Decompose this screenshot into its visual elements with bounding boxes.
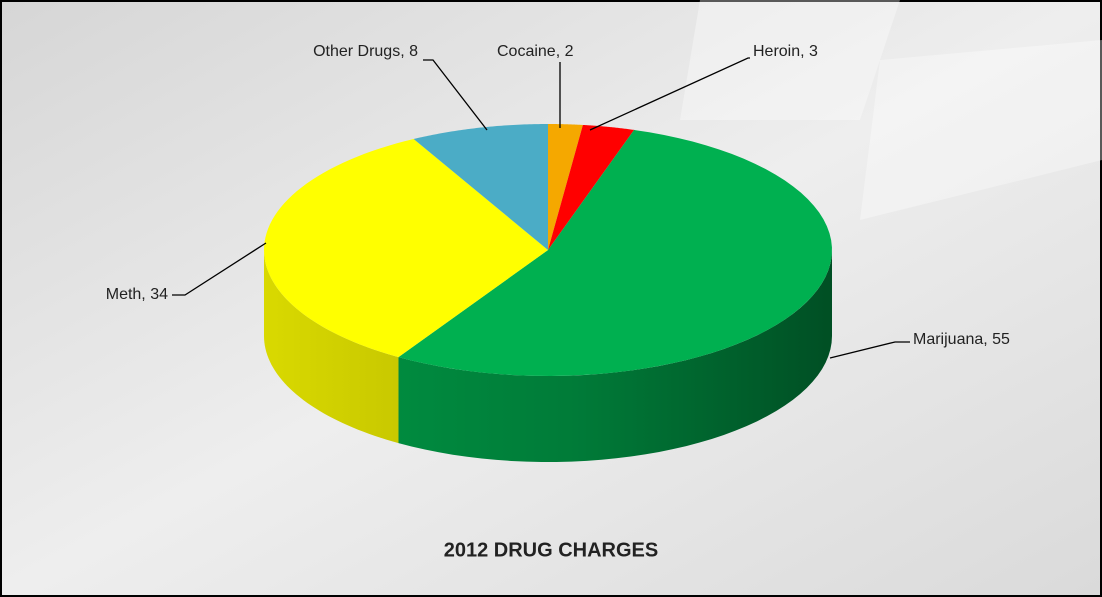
pie-slice [264, 138, 548, 358]
data-label: Meth, 34 [106, 286, 168, 303]
leader-line [829, 341, 910, 359]
leader-line [172, 242, 267, 296]
chart-title: 2012 DRUG CHARGES [444, 539, 659, 561]
pie-tops [264, 124, 832, 376]
slice-side [398, 250, 832, 462]
slice-side [264, 250, 399, 444]
background-decoration [680, 0, 1102, 220]
leader-line [589, 57, 750, 131]
leader-line [423, 59, 488, 131]
pie-slice [548, 124, 635, 250]
pie-slice [413, 124, 548, 250]
data-label: Heroin, 3 [753, 43, 818, 60]
pie-sides [264, 250, 832, 462]
data-label: Cocaine, 2 [497, 43, 574, 60]
data-label: Marijuana, 55 [913, 331, 1010, 348]
pie-slice [548, 124, 583, 250]
data-label: Other Drugs, 8 [313, 43, 418, 60]
pie-slice [398, 129, 832, 376]
